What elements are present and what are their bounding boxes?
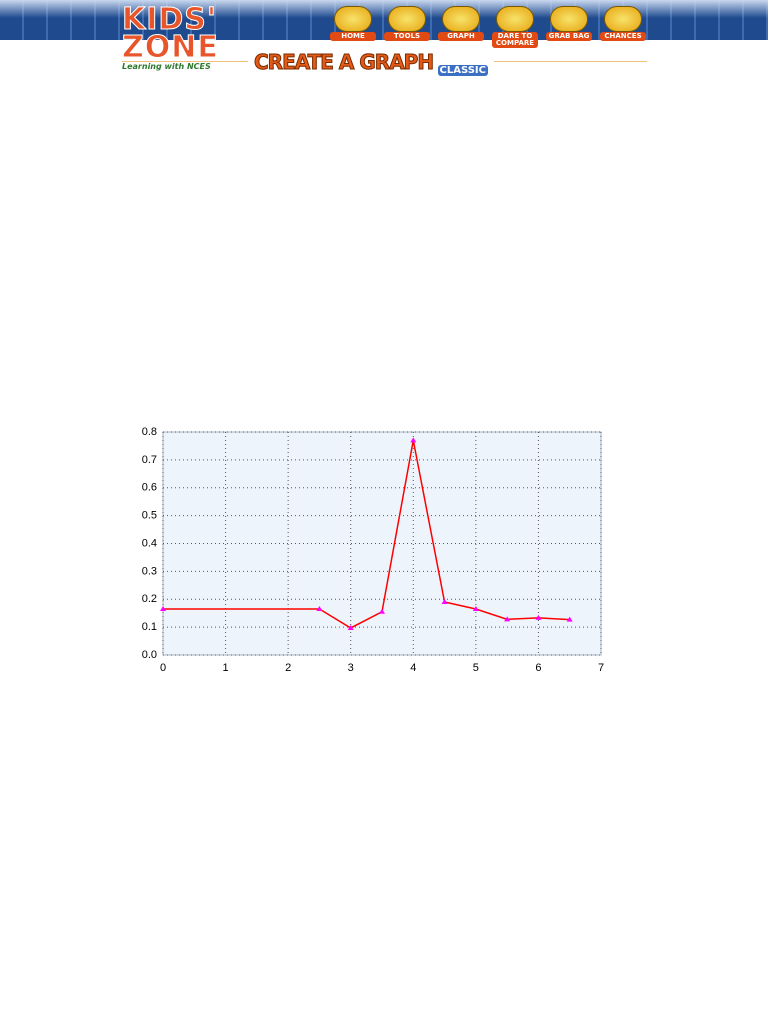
nav-label: GRAB BAG	[546, 32, 592, 41]
nav-icon	[496, 6, 534, 32]
marker	[160, 606, 166, 612]
x-tick-label: 2	[285, 662, 291, 674]
nav-item[interactable]: CHANCES	[600, 6, 646, 48]
y-tick-label: 0.1	[142, 621, 157, 633]
nav-icon	[550, 6, 588, 32]
nav-item[interactable]: TOOLS	[384, 6, 430, 48]
nav-icon	[334, 6, 372, 32]
y-tick-label: 0.2	[142, 593, 157, 605]
banner-subtitle: CLASSIC	[437, 65, 488, 76]
x-tick-label: 5	[473, 662, 479, 674]
x-tick-label: 6	[535, 662, 541, 674]
x-tick-label: 0	[160, 662, 166, 674]
line	[163, 440, 570, 629]
marker	[441, 599, 448, 605]
nav-label: HOME	[330, 32, 376, 41]
marker	[316, 606, 323, 612]
logo[interactable]: KIDS' ZONE Learning with NCES	[122, 4, 268, 71]
tagline: Learning with NCES	[122, 62, 211, 71]
x-tick-label: 3	[348, 662, 354, 674]
nav-icon	[442, 6, 480, 32]
marker	[472, 606, 479, 612]
nav-item[interactable]: HOME	[330, 6, 376, 48]
nav: HOME TOOLS GRAPH DARE TO COMPARE GRAB BAG CHA…	[330, 6, 646, 48]
x-tick-label: 4	[410, 662, 416, 674]
banner-title: CREATE A GRAPH	[253, 50, 434, 75]
y-tick-label: 0.6	[142, 482, 157, 494]
y-tick-label: 0.5	[142, 510, 157, 522]
nav-label: TOOLS	[384, 32, 430, 41]
marker	[504, 616, 511, 622]
y-tick-label: 0.4	[142, 537, 157, 549]
nav-icon	[604, 6, 642, 32]
nav-label: DARE TO COMPARE	[492, 32, 538, 48]
y-tick-label: 0.7	[142, 454, 157, 466]
logo-text: KIDS' ZONE	[122, 2, 219, 65]
y-tick-label: 0.0	[142, 649, 157, 661]
nav-item[interactable]: GRAPH	[438, 6, 484, 48]
banner: CREATE A GRAPH CLASSIC	[248, 50, 494, 76]
marker	[347, 624, 354, 630]
nav-item[interactable]: GRAB BAG	[546, 6, 592, 48]
x-tick-label: 1	[223, 662, 229, 674]
nav-icon	[388, 6, 426, 32]
y-tick-label: 0.8	[142, 426, 157, 438]
marker	[379, 608, 385, 614]
nav-label: CHANCES	[600, 32, 646, 41]
nav-label: GRAPH	[438, 32, 484, 41]
marker	[535, 614, 542, 620]
nav-item[interactable]: DARE TO COMPARE	[492, 6, 538, 48]
marker	[410, 437, 417, 443]
x-tick-label: 7	[598, 662, 604, 674]
y-tick-label: 0.3	[142, 565, 157, 577]
marker	[566, 616, 573, 622]
